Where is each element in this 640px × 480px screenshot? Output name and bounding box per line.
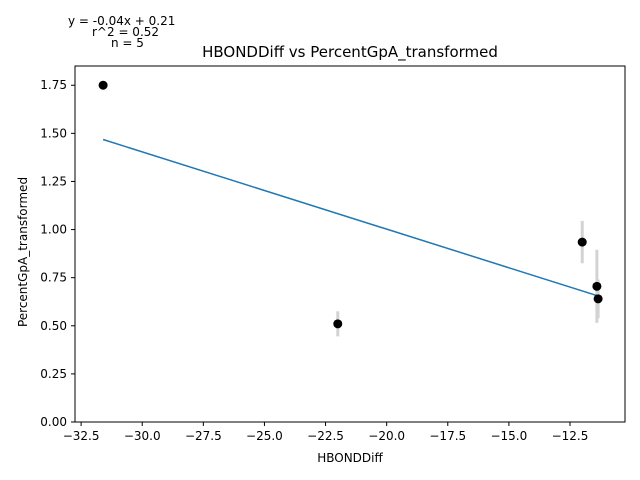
axes-frame — [74, 65, 626, 423]
y-tick-label: 1.75 — [40, 78, 67, 92]
data-point-5 — [593, 294, 603, 304]
axes-layer: −32.5 −30.0 −27.5 −25.0 −22.5 −20.0 −17.5 −15.0… — [40, 65, 626, 443]
y-tick-label: 0.00 — [40, 415, 67, 429]
x-tick-label: −22.5 — [307, 429, 344, 443]
fit-r-squared: r^2 = 0.52 — [92, 25, 159, 39]
y-axis-label: PercentGpA_transformed — [16, 177, 30, 327]
x-tick-label: −17.5 — [429, 429, 466, 443]
x-tick-label: −25.0 — [246, 429, 283, 443]
x-tick-label: −32.5 — [63, 429, 100, 443]
fit-n-count: n = 5 — [111, 36, 144, 50]
fit-line — [102, 138, 599, 297]
chart-title: HBONDDiff vs PercentGpA_transformed — [202, 43, 498, 62]
y-tick-label: 0.75 — [40, 271, 67, 285]
data-point-3 — [577, 237, 587, 247]
y-tick-label: 1.25 — [40, 174, 67, 188]
y-tick-label: 0.50 — [40, 319, 67, 333]
x-tick-label: −27.5 — [185, 429, 222, 443]
y-tick-label: 0.25 — [40, 367, 67, 381]
x-tick-label: −15.0 — [490, 429, 527, 443]
x-axis-label: HBONDDiff — [317, 451, 383, 465]
data-point-1 — [98, 80, 108, 90]
data-point-2 — [333, 319, 343, 329]
data-point-4 — [592, 281, 602, 291]
y-tick-label: 1.00 — [40, 223, 67, 237]
plot-area — [98, 80, 603, 337]
fit-equation: y = -0.04x + 0.21 — [68, 14, 175, 28]
x-tick-label: −30.0 — [124, 429, 161, 443]
x-tick-label: −20.0 — [368, 429, 405, 443]
x-tick-label: −12.5 — [552, 429, 589, 443]
y-tick-label: 1.50 — [40, 126, 67, 140]
